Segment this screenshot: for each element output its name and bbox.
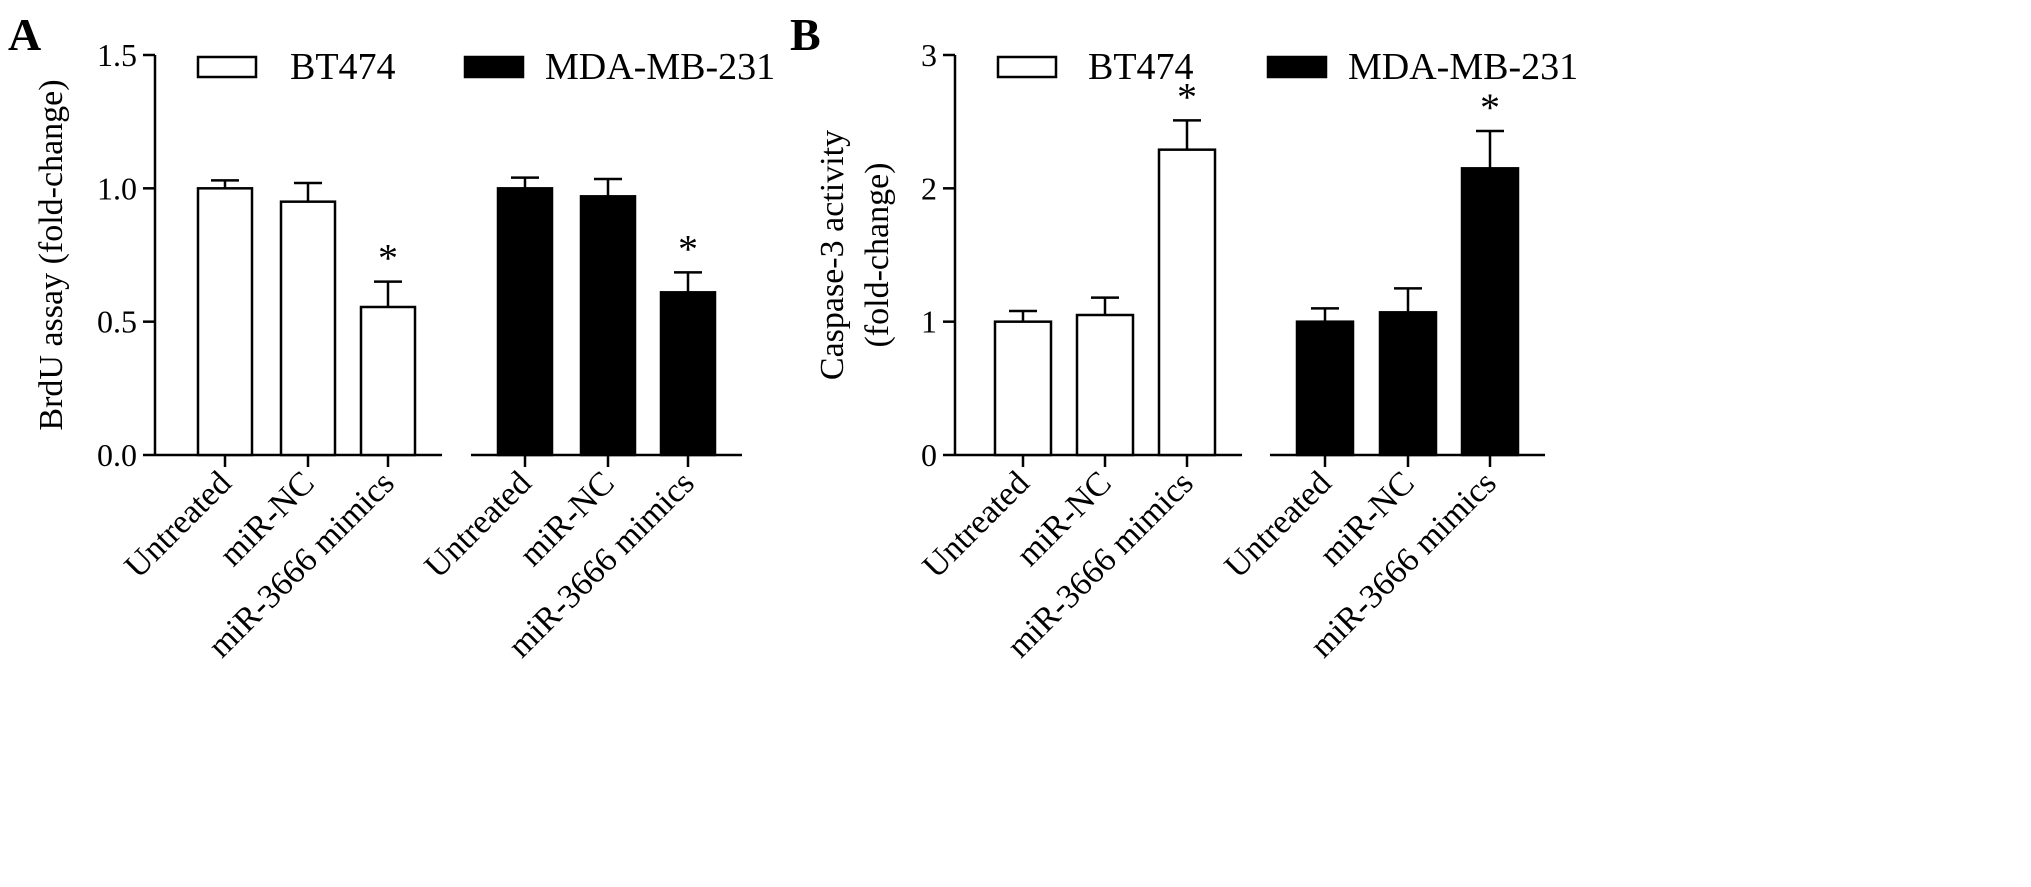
x-category-label: Untreated [1218,464,1339,585]
y-tick-label: 1 [921,304,937,340]
significance-marker: * [678,226,698,271]
significance-marker: * [1177,74,1197,119]
y-tick-label: 0 [921,437,937,473]
significance-marker: * [378,236,398,281]
y-tick-label: 0.5 [97,304,137,340]
y-axis-label: (fold-change) [859,162,896,347]
legend-swatch [463,55,525,79]
bar [1075,313,1135,457]
bar [1378,311,1438,457]
y-axis-label: BrdU assay (fold-change) [33,79,70,430]
bar [993,320,1053,457]
bar [1295,320,1355,457]
bar [659,291,717,457]
legend-swatch [1266,55,1328,79]
legend-swatch [196,55,258,79]
panel-letter: A [8,9,41,60]
y-tick-label: 1.0 [97,170,137,206]
y-tick-label: 1.5 [97,37,137,73]
panel-b: B 0 1 2 3 Caspase-3 activity (fold-change) BT47… [790,9,1578,665]
legend-label: BT474 [290,46,396,88]
bar [1157,148,1217,457]
legend-label: MDA-MB-231 [545,46,775,88]
x-category-label: Untreated [118,464,239,585]
panel-letter: B [790,9,821,60]
y-tick-label: 3 [921,37,937,73]
y-tick-label: 0.0 [97,437,137,473]
bar [1460,167,1520,457]
legend-swatch [996,55,1058,79]
panel-a: A 0.0 0.5 1.0 1.5 BrdU assay (fold-change) BT4… [8,9,775,665]
x-category-label: Untreated [916,464,1037,585]
legend-label: BT474 [1088,46,1194,88]
x-category-label: Untreated [418,464,539,585]
bar [496,187,554,457]
bar [579,195,637,457]
y-axis-label: Caspase-3 activity [814,130,851,380]
bar [359,305,417,457]
bar [196,187,254,457]
legend-label: MDA-MB-231 [1348,46,1578,88]
significance-marker: * [1480,85,1500,130]
bar [279,200,337,457]
y-tick-label: 2 [921,170,937,206]
